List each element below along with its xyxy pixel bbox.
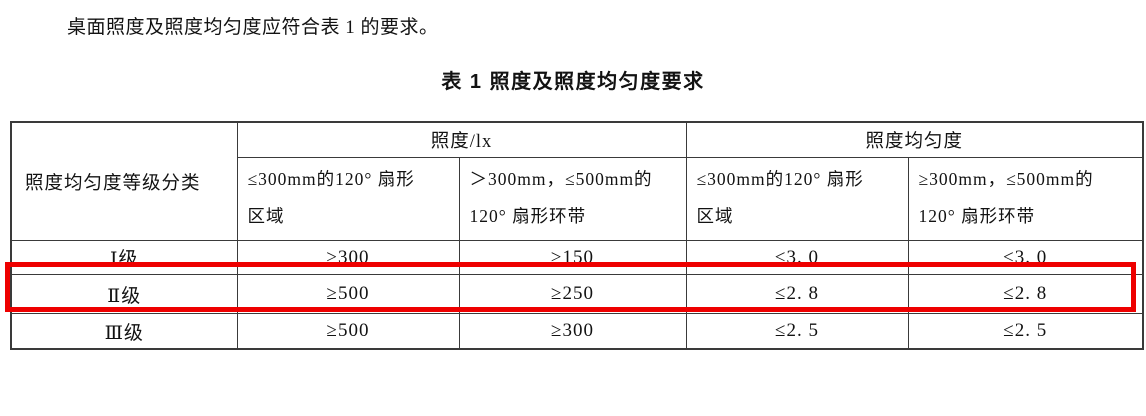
header-uniformity-sector-area: ≤300mm的120° 扇形 区域 [685, 157, 909, 241]
group-header-row: 照度均匀度等级分类 照度/lx 照度均匀度 [10, 121, 1144, 241]
intro-paragraph: 桌面照度及照度均匀度应符合表 1 的要求。 [67, 17, 439, 38]
value-cell: ≤3. 0 [907, 240, 1144, 275]
table-title: 表 1 照度及照度均匀度要求 [441, 71, 705, 93]
header-group-illuminance: 照度/lx [236, 121, 687, 158]
value-cell: ≥500 [236, 274, 460, 314]
header-grade-classification: 照度均匀度等级分类 [10, 121, 238, 241]
value-cell: ≥250 [458, 274, 687, 314]
value-cell: ≥500 [236, 313, 460, 350]
header-group-uniformity: 照度均匀度 [685, 121, 1144, 158]
value-cell: ≥300 [236, 240, 460, 275]
sub-header-row: ≤300mm的120° 扇形 区域 ＞300mm，≤500mm的 120° 扇形… [11, 157, 1144, 241]
header-illuminance-sector-area: ≤300mm的120° 扇形 区域 [236, 157, 460, 241]
value-cell: ≤3. 0 [685, 240, 909, 275]
header-uniformity-ring-band: ≥300mm，≤500mm的 120° 扇形环带 [907, 157, 1144, 241]
value-cell: ≥150 [458, 240, 687, 275]
grade-cell: Ⅲ级 [10, 313, 238, 350]
value-cell: ≤2. 5 [685, 313, 909, 350]
table-row-grade-1: Ⅰ级 ≥300 ≥150 ≤3. 0 ≤3. 0 [10, 240, 1144, 275]
value-cell: ≤2. 8 [685, 274, 909, 314]
value-cell: ≤2. 5 [907, 313, 1144, 350]
grade-cell: Ⅰ级 [10, 240, 238, 275]
table-row-grade-2-highlighted: Ⅱ级 ≥500 ≥250 ≤2. 8 ≤2. 8 [10, 274, 1144, 314]
value-cell: ≤2. 8 [907, 274, 1144, 314]
grade-cell: Ⅱ级 [10, 274, 238, 314]
table-row-grade-3: Ⅲ级 ≥500 ≥300 ≤2. 5 ≤2. 5 [10, 313, 1144, 350]
value-cell: ≥300 [458, 313, 687, 350]
header-illuminance-ring-band: ＞300mm，≤500mm的 120° 扇形环带 [458, 157, 687, 241]
illuminance-requirements-table: 照度均匀度等级分类 照度/lx 照度均匀度 ≤300mm的120° 扇形 区域 … [10, 121, 1145, 350]
